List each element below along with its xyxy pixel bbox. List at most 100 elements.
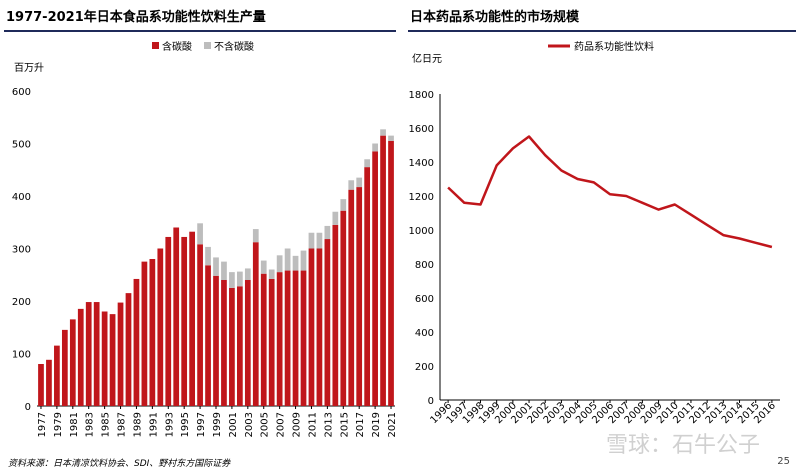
bar-2021: [388, 140, 394, 406]
y-tick-label: 400: [415, 328, 434, 339]
x-tick-label: 1999: [212, 412, 223, 437]
bar-2021: [388, 135, 394, 141]
watermark: 雪球：石牛公子: [605, 433, 760, 458]
x-tick-label: 2021: [387, 412, 398, 437]
bar-2000: [221, 280, 227, 406]
x-tick-label: 1985: [101, 412, 112, 437]
bar-1997: [197, 244, 203, 406]
bar-1990: [141, 261, 148, 406]
y-tick-label: 0: [428, 396, 434, 407]
y-tick-label: 1000: [409, 226, 434, 237]
bar-2015: [340, 199, 347, 211]
left-chart-title: 1977-2021年日本食品系功能性饮料生产量: [6, 10, 266, 25]
bar-2014: [332, 211, 339, 225]
x-tick-label: 1993: [164, 412, 175, 437]
bar-1991: [149, 259, 156, 406]
bar-2002: [237, 286, 243, 406]
bar-2009: [292, 270, 299, 406]
y-tick-label: 1400: [409, 158, 434, 169]
y-tick-label: 200: [415, 362, 434, 373]
bar-1996: [189, 231, 195, 406]
bar-1998: [205, 265, 211, 406]
bar-2005: [260, 273, 267, 406]
y-tick-label: 200: [12, 297, 31, 308]
bar-2005: [260, 260, 267, 274]
y-tick-label: 600: [415, 294, 434, 305]
bar-2012: [316, 248, 323, 406]
bar-1981: [69, 319, 76, 406]
bar-2018: [364, 159, 371, 168]
bar-2007: [276, 272, 283, 406]
bar-1997: [197, 223, 203, 245]
bar-2019: [372, 143, 378, 152]
legend-label: 不含碳酸: [214, 40, 254, 53]
x-tick-label: 1997: [196, 412, 207, 437]
x-tick-label: 1979: [53, 412, 64, 437]
y-tick-label: 600: [12, 87, 31, 98]
bar-2003: [244, 268, 251, 280]
page-number: 25: [777, 456, 790, 467]
right-chart-title: 日本药品系功能性的市场规模: [410, 10, 580, 25]
y-tick-label: 400: [12, 192, 31, 203]
x-tick-label: 1991: [148, 412, 159, 437]
bar-1983: [85, 302, 92, 406]
bar-2014: [332, 224, 339, 406]
bar-1986: [109, 314, 116, 406]
bar-1992: [157, 248, 164, 406]
legend-label: 药品系功能性饮料: [574, 40, 654, 53]
x-tick-label: 2005: [260, 412, 271, 437]
left-title-rule: [4, 30, 396, 32]
bar-1994: [173, 227, 180, 406]
bar-1987: [117, 302, 124, 406]
bar-2010: [300, 270, 307, 406]
bar-2017: [356, 187, 363, 406]
y-tick-label: 500: [12, 140, 31, 151]
bar-1998: [205, 246, 211, 266]
x-tick-label: 2011: [307, 412, 318, 437]
x-tick-label: 2009: [292, 412, 303, 437]
bar-1978: [46, 359, 52, 406]
legend-swatch: [152, 42, 159, 49]
legend-swatch: [204, 42, 211, 49]
bar-1989: [133, 278, 140, 406]
bar-2017: [356, 177, 363, 188]
bar-2008: [284, 248, 291, 271]
bar-2018: [364, 167, 371, 406]
line-chart: 020040060080010001200140016001800亿日元1996…: [409, 40, 780, 426]
x-tick-label: 1981: [69, 412, 80, 437]
bar-2015: [340, 210, 347, 406]
x-tick-label: 2013: [323, 412, 334, 437]
bar-2007: [276, 255, 283, 273]
bar-1979: [54, 345, 60, 406]
bar-1988: [125, 293, 132, 406]
x-tick-label: 1989: [132, 412, 143, 437]
bar-2006: [268, 278, 275, 406]
bar-2000: [221, 261, 227, 280]
bar-2019: [372, 151, 378, 406]
bar-chart: 0 100 200 300 400 500 600 百万升 1977 1979 1981 1983 19…: [12, 40, 398, 437]
bar-2013: [324, 239, 331, 406]
y-tick-label: 300: [12, 245, 31, 256]
x-tick-label: 1983: [85, 412, 96, 437]
bar-1993: [165, 236, 172, 406]
bar-2001: [229, 287, 235, 406]
bar-2011: [308, 248, 315, 406]
bar-2020: [380, 129, 386, 136]
y-axis-unit: 百万升: [14, 62, 44, 74]
bar-2002: [237, 271, 243, 287]
y-tick-label: 0: [25, 402, 31, 413]
bar-2004: [252, 229, 259, 243]
y-tick-label: 1600: [409, 124, 434, 135]
right-title-rule: [408, 30, 796, 32]
bar-2016: [348, 189, 355, 406]
x-tick-label: 2019: [371, 412, 382, 437]
bar-2003: [244, 280, 251, 406]
bar-2011: [308, 232, 315, 249]
bar-1982: [77, 308, 84, 406]
bar-1995: [181, 236, 188, 406]
x-tick-label: 1987: [117, 412, 128, 437]
x-tick-label: 1995: [180, 412, 191, 437]
bar-2012: [316, 232, 323, 249]
y-axis-unit: 亿日元: [412, 52, 442, 65]
